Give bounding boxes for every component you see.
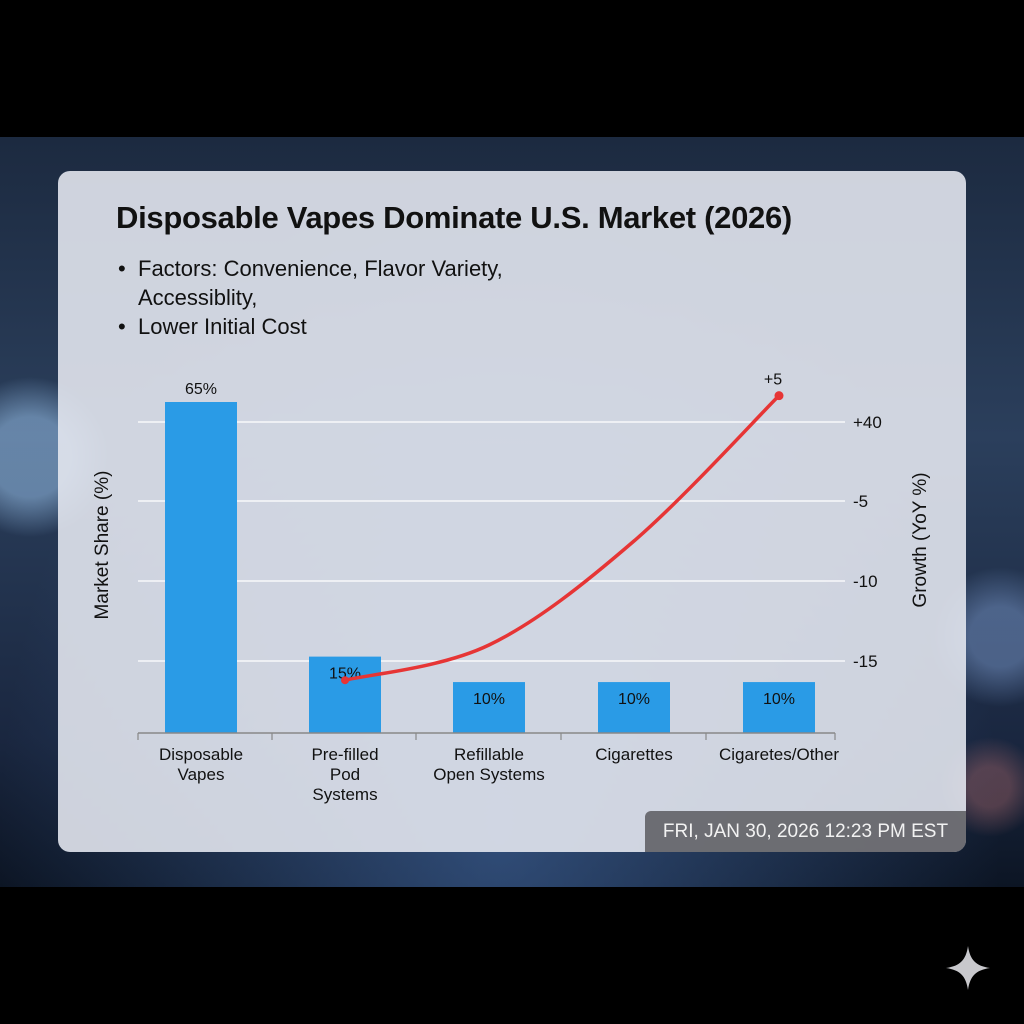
y-axis-label: Market Share (%) <box>92 471 113 620</box>
bar-value-label: 10% <box>763 691 795 708</box>
timestamp: FRI, JAN 30, 2026 12:23 PM EST <box>645 811 966 852</box>
x-tick-label: Refillable Open Systems <box>433 745 545 784</box>
bar <box>453 682 525 733</box>
bullet-icon: • <box>118 314 126 339</box>
bar <box>598 682 670 733</box>
bar-value-label: 10% <box>473 691 505 708</box>
y2-axis-label: Growth (YoY %) <box>910 472 931 607</box>
line-end-label: +5 <box>764 372 782 389</box>
line-point <box>774 391 784 401</box>
y2-tick-label: -10 <box>853 572 878 591</box>
sparkle-icon <box>946 946 990 990</box>
bar-value-label: 10% <box>618 691 650 708</box>
bar <box>743 682 815 733</box>
x-tick-label: Cigaretes/Other <box>719 745 839 764</box>
bar <box>309 656 381 733</box>
chart-title: Disposable Vapes Dominate U.S. Market (2… <box>116 200 792 235</box>
growth-line <box>343 393 781 682</box>
line-point <box>341 676 349 685</box>
bar <box>165 402 237 733</box>
y2-tick-label: -5 <box>853 492 868 511</box>
x-tick-label: Pre-filled Pod Systems <box>311 745 378 804</box>
bullet-icon: • <box>118 256 126 281</box>
bullet-item: • Factors: Convenience, Flavor Variety, Ac… <box>118 256 503 310</box>
bar-value-label: 65% <box>185 381 217 398</box>
x-tick-label: Cigarettes <box>595 745 672 764</box>
factor-list: • Factors: Convenience, Flavor Variety, Ac… <box>118 254 503 341</box>
x-tick-label: Disposable Vapes <box>159 745 243 784</box>
y2-tick-label: +40 <box>853 413 882 432</box>
bullet-item: • Lower Initial Cost <box>118 314 307 339</box>
y2-tick-label: -15 <box>853 652 878 671</box>
